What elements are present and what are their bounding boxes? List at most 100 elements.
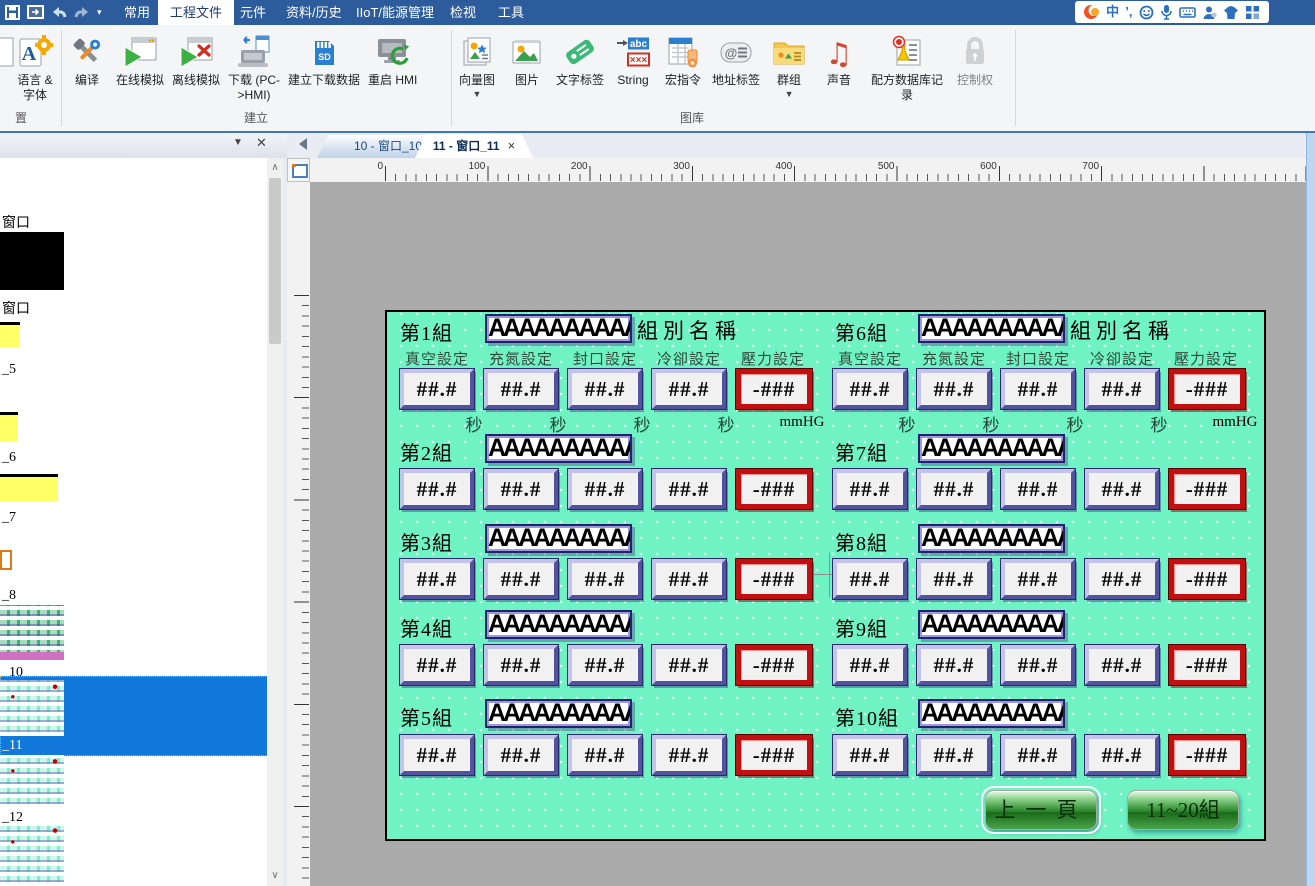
pressure-value-box[interactable]: -### — [735, 734, 813, 776]
value-box[interactable]: ##.# — [832, 734, 908, 776]
ribbon-item-sound[interactable]: ♫ 声音 — [814, 32, 864, 90]
window-thumbnail[interactable] — [0, 412, 18, 441]
group-name-field[interactable]: AAAAAAAAAA — [485, 314, 632, 343]
close-icon[interactable]: × — [507, 138, 516, 153]
value-box[interactable]: ##.# — [567, 644, 643, 686]
tab-scroll-left-icon[interactable] — [293, 138, 307, 150]
value-box[interactable]: ##.# — [1084, 734, 1160, 776]
ribbon-item-vector[interactable]: 向量图 ▼ — [452, 32, 502, 101]
window-thumbnail[interactable] — [0, 823, 64, 886]
value-box[interactable]: ##.# — [399, 644, 475, 686]
mic-icon[interactable] — [1160, 4, 1173, 20]
ribbon-item-group[interactable]: 群组 ▼ — [764, 32, 814, 101]
window-tree-label[interactable]: _8 — [2, 588, 16, 603]
window-thumbnail[interactable] — [0, 755, 64, 808]
punctuation-icon[interactable]: ’, — [1125, 4, 1133, 19]
ribbon-item-download[interactable]: 下载 (PC->HMI) — [224, 32, 284, 105]
pressure-value-box[interactable]: -### — [1168, 734, 1246, 776]
pressure-value-box[interactable]: -### — [735, 558, 813, 600]
pressure-value-box[interactable]: -### — [1168, 644, 1246, 686]
ribbon-item-authority[interactable]: 控制权 — [950, 32, 1000, 90]
window-tree-label[interactable]: _6 — [2, 450, 16, 465]
value-box[interactable]: ##.# — [1084, 644, 1160, 686]
ribbon-item-macro[interactable]: 宏指令 — [658, 32, 708, 90]
value-box[interactable]: ##.# — [651, 368, 727, 410]
value-box[interactable]: ##.# — [483, 558, 559, 600]
group-name-field[interactable]: AAAAAAAAAA — [918, 524, 1065, 553]
skin-icon[interactable] — [1223, 5, 1239, 20]
value-box[interactable]: ##.# — [399, 558, 475, 600]
window-thumbnail[interactable] — [0, 605, 64, 660]
value-box[interactable]: ##.# — [651, 558, 727, 600]
group-name-field[interactable]: AAAAAAAAAA — [485, 434, 632, 463]
value-box[interactable]: ##.# — [916, 644, 992, 686]
value-box[interactable]: ##.# — [1000, 644, 1076, 686]
ribbon-item-offline-sim[interactable]: 离线模拟 — [168, 32, 224, 90]
value-box[interactable]: ##.# — [1000, 558, 1076, 600]
value-box[interactable]: ##.# — [1000, 734, 1076, 776]
menu-yuanjian[interactable]: 元件 — [240, 5, 267, 20]
chevron-down-icon[interactable]: ▼ — [472, 89, 482, 99]
ribbon-item-online-sim[interactable]: 在线模拟 — [112, 32, 168, 90]
design-canvas[interactable]: 第1組 AAAAAAAAAA 組別名稱 真空設定 充氮設定 封口設定 冷卻設定 壓力設定秒秒秒… — [310, 182, 1306, 886]
save-icon[interactable] — [5, 4, 20, 20]
chinese-mode-icon[interactable]: 中 — [1106, 4, 1120, 19]
scrollbar-thumb[interactable] — [269, 178, 281, 344]
window-thumbnail[interactable] — [0, 474, 58, 501]
group-name-field[interactable]: AAAAAAAAAA — [918, 699, 1065, 728]
value-box[interactable]: ##.# — [399, 734, 475, 776]
keyboard-icon[interactable] — [1178, 6, 1196, 19]
value-box[interactable]: ##.# — [1084, 558, 1160, 600]
undo-icon[interactable] — [51, 6, 67, 19]
value-box[interactable]: ##.# — [916, 558, 992, 600]
value-box[interactable]: ##.# — [567, 368, 643, 410]
value-box[interactable]: ##.# — [1084, 468, 1160, 510]
window-thumbnail[interactable] — [0, 322, 20, 347]
ribbon-item-reboot[interactable]: 重启 HMI — [364, 32, 421, 90]
window-tree-label[interactable]: 窗口 — [2, 216, 30, 231]
scroll-down-icon[interactable]: ∨ — [271, 870, 279, 881]
menu-iiot[interactable]: IIoT/能源管理 — [356, 5, 435, 20]
export-window-icon[interactable] — [27, 5, 44, 19]
window-thumbnail[interactable] — [0, 680, 64, 736]
value-box[interactable]: ##.# — [832, 468, 908, 510]
value-box[interactable]: ##.# — [483, 368, 559, 410]
value-box[interactable]: ##.# — [651, 468, 727, 510]
value-box[interactable]: ##.# — [651, 644, 727, 686]
group-name-field[interactable]: AAAAAAAAAA — [918, 434, 1065, 463]
window-tree-label[interactable]: 窗口 — [2, 302, 30, 317]
emoji-icon[interactable] — [1139, 5, 1154, 20]
value-box[interactable]: ##.# — [399, 468, 475, 510]
scroll-up-icon[interactable]: ∧ — [271, 162, 279, 173]
value-box[interactable]: ##.# — [651, 734, 727, 776]
pressure-value-box[interactable]: -### — [1168, 368, 1246, 410]
value-box[interactable]: ##.# — [567, 558, 643, 600]
ribbon-item-compile[interactable]: 编译 — [62, 32, 112, 90]
pressure-value-box[interactable]: -### — [735, 468, 813, 510]
pressure-value-box[interactable]: -### — [735, 368, 813, 410]
groups-11-20-button[interactable]: 11~20組 — [1127, 790, 1239, 830]
value-box[interactable]: ##.# — [483, 644, 559, 686]
window-tree-label[interactable]: _5 — [2, 362, 16, 377]
value-box[interactable]: ##.# — [1084, 368, 1160, 410]
window-thumbnail[interactable] — [0, 550, 12, 570]
group-name-field[interactable]: AAAAAAAAAA — [918, 610, 1065, 639]
value-box[interactable]: ##.# — [483, 734, 559, 776]
value-box[interactable]: ##.# — [1000, 368, 1076, 410]
ime-logo-icon[interactable] — [1084, 4, 1100, 20]
value-box[interactable]: ##.# — [916, 368, 992, 410]
group-name-field[interactable]: AAAAAAAAAA — [485, 699, 632, 728]
pressure-value-box[interactable]: -### — [735, 644, 813, 686]
sidebar-scrollbar[interactable]: ∧ ∨ — [267, 158, 283, 886]
value-box[interactable]: ##.# — [832, 368, 908, 410]
ribbon-item-recipe-db[interactable]: 配方数据库记录 — [864, 32, 950, 105]
ribbon-item-address-tag[interactable]: @ 地址标签 — [708, 32, 764, 90]
value-box[interactable]: ##.# — [832, 644, 908, 686]
window-tree-label[interactable]: _11 — [2, 738, 23, 753]
panel-dropdown-icon[interactable]: ▼ — [233, 137, 243, 148]
pressure-value-box[interactable]: -### — [1168, 468, 1246, 510]
ribbon-item-language-font[interactable]: A 语言 & 字体 — [10, 32, 60, 105]
grid-icon[interactable] — [1245, 5, 1260, 20]
menu-gongchengwenjian[interactable]: 工程文件 — [158, 0, 235, 25]
ribbon-item-build-download[interactable]: SD 建立下载数据 — [284, 32, 364, 90]
